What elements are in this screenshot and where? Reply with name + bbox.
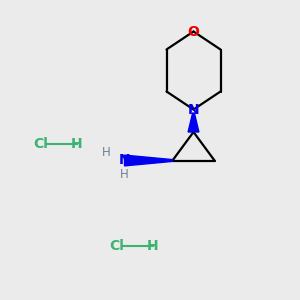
- Text: H: H: [102, 146, 111, 160]
- Text: N: N: [188, 103, 199, 116]
- Text: Cl: Cl: [110, 239, 124, 253]
- Text: H: H: [71, 137, 82, 151]
- Text: H: H: [147, 239, 159, 253]
- Polygon shape: [124, 155, 172, 166]
- Text: H: H: [120, 167, 129, 181]
- Text: O: O: [188, 25, 200, 38]
- Text: N: N: [119, 154, 130, 167]
- Polygon shape: [188, 113, 199, 132]
- Text: Cl: Cl: [33, 137, 48, 151]
